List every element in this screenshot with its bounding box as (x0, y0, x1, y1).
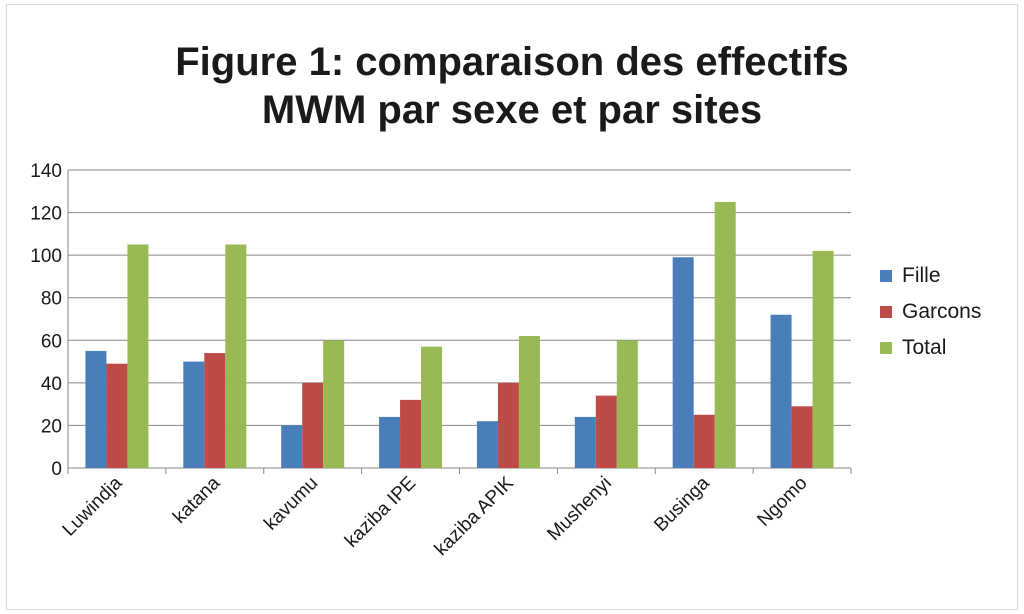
x-tick-label: Mushenyi (543, 473, 615, 545)
bar (302, 382, 324, 468)
bar (693, 414, 715, 468)
x-tick-label: Luwindja (59, 472, 127, 540)
chart-title-line-2: MWM par sexe et par sites (261, 88, 763, 132)
legend-label: Fille (902, 264, 941, 287)
bar (204, 353, 226, 468)
bar (323, 340, 345, 468)
bar (672, 257, 694, 468)
bar (812, 250, 834, 468)
bar (497, 382, 519, 468)
legend-swatch (880, 270, 892, 282)
bar (476, 421, 498, 468)
y-tick-label: 40 (41, 374, 62, 395)
x-tick-label: Businga (650, 472, 714, 536)
legend-label: Garcons (902, 300, 982, 323)
y-tick-label: 20 (41, 416, 62, 437)
y-tick-label: 60 (41, 331, 62, 352)
legend-item: Total (880, 330, 981, 366)
x-tick-label: kavumu (260, 473, 322, 535)
bar (127, 244, 149, 468)
bar (421, 346, 443, 468)
bar (518, 336, 540, 468)
bar (225, 244, 247, 468)
y-tick-label: 0 (51, 459, 62, 480)
bar (616, 340, 638, 468)
legend-label: Total (902, 336, 947, 359)
x-tick-label: katana (169, 472, 224, 527)
bar (183, 361, 205, 468)
bar (379, 416, 401, 468)
legend-swatch (880, 306, 892, 318)
bar (574, 416, 596, 468)
legend-item: Garcons (880, 294, 981, 330)
x-tick-label: kaziba IPE (341, 473, 420, 552)
legend: Fille Garcons Total (880, 258, 981, 366)
chart-title-line-1: Figure 1: comparaison des effectifs (175, 40, 849, 84)
bar (281, 425, 303, 468)
bar (85, 350, 107, 468)
chart-title: Figure 1: comparaison des effectifs MWM … (0, 38, 1024, 134)
legend-item: Fille (880, 258, 981, 294)
y-tick-label: 100 (30, 246, 62, 267)
bar (770, 314, 792, 468)
bar (106, 363, 128, 468)
bar (400, 399, 422, 468)
x-tick-label: Ngomo (753, 473, 811, 531)
bar (714, 201, 736, 468)
x-tick-label: kaziba APIK (431, 472, 519, 560)
bar (791, 406, 813, 468)
y-tick-label: 140 (30, 161, 62, 182)
legend-swatch (880, 342, 892, 354)
y-tick-label: 80 (41, 289, 62, 310)
bar (595, 395, 617, 468)
y-tick-label: 120 (30, 204, 62, 225)
chart-frame (6, 4, 1018, 610)
